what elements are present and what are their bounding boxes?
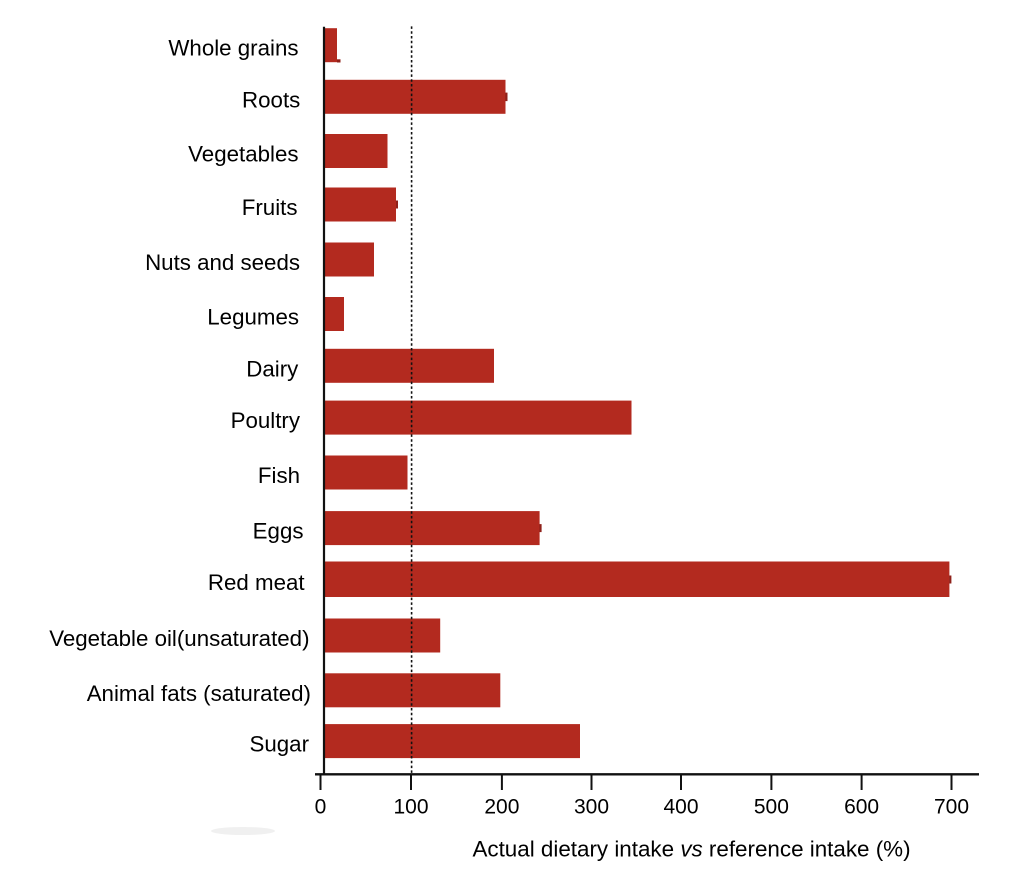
svg-text:Fruits: Fruits: [242, 195, 298, 220]
svg-text:100: 100: [393, 796, 428, 819]
svg-text:Dairy: Dairy: [246, 356, 299, 381]
svg-text:400: 400: [663, 796, 698, 819]
svg-text:Roots: Roots: [242, 87, 300, 112]
svg-text:Nuts and seeds: Nuts and seeds: [145, 250, 300, 275]
svg-text:Whole grains: Whole grains: [168, 36, 298, 61]
svg-text:Vegetable oil(unsaturated): Vegetable oil(unsaturated): [49, 626, 309, 651]
svg-text:Eggs: Eggs: [253, 519, 304, 544]
svg-text:200: 200: [484, 796, 519, 819]
svg-text:Red meat: Red meat: [208, 570, 305, 595]
svg-text:Sugar: Sugar: [250, 732, 310, 757]
svg-text:Poultry: Poultry: [231, 408, 301, 433]
svg-text:0: 0: [315, 796, 327, 819]
svg-text:Animal fats (saturated): Animal fats (saturated): [87, 681, 311, 706]
svg-text:Vegetables: Vegetables: [188, 142, 298, 167]
svg-text:700: 700: [934, 796, 969, 819]
svg-text:Fish: Fish: [258, 463, 300, 488]
svg-text:300: 300: [574, 796, 609, 819]
svg-text:600: 600: [844, 796, 879, 819]
svg-text:500: 500: [754, 796, 789, 819]
svg-text:Legumes: Legumes: [207, 305, 299, 330]
svg-text:Actual dietary intake vs refer: Actual dietary intake vs reference intak…: [472, 837, 910, 862]
